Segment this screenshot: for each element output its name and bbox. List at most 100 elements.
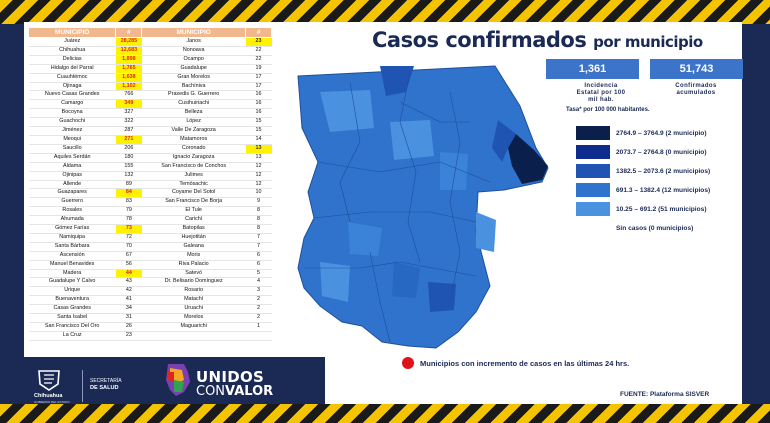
table-row: Gómez Farías 73 Batopilas 8 — [28, 224, 272, 234]
count-cell: 766 — [115, 90, 142, 101]
table-row: Ascensión 67 Moris 6 — [28, 251, 272, 261]
municipality-dark-3 — [380, 66, 414, 96]
legend-swatch — [576, 126, 610, 140]
municipio-cell: Guachochi — [28, 117, 116, 128]
count-cell: 13 — [245, 144, 272, 154]
table-row: Urique 42 Rosario 3 — [28, 286, 272, 297]
municipio-cell: Ojinipas — [28, 171, 116, 181]
count-cell: 84 — [115, 188, 142, 199]
municipio-cell: Cuauhtémoc — [28, 73, 116, 83]
count-cell: 16 — [245, 99, 272, 110]
legend-item: 691.3 – 1382.4 (12 municipios) — [576, 183, 710, 197]
legend-label: 2073.7 – 2764.8 (0 municipio) — [616, 148, 707, 156]
page-title: Casos confirmados por municipio — [372, 28, 703, 52]
table-row: Nuevo Casas Grandes 766 Praxedis G. Guerre… — [28, 90, 272, 101]
hazard-stripe-top — [0, 0, 770, 24]
count-cell: 23 — [245, 37, 272, 47]
count-cell: 22 — [245, 46, 272, 56]
count-cell: 17 — [245, 73, 272, 83]
municipio-cell: Uruachi — [141, 304, 246, 315]
municipality-mid-2 — [428, 282, 456, 312]
municipio-cell — [141, 331, 246, 341]
municipality-ojinaga — [508, 134, 548, 184]
municipio-cell: Ahumada — [28, 215, 116, 226]
table-row: Guerrero 83 San Francisco De Borja 9 — [28, 197, 272, 208]
municipio-cell: Rosales — [28, 206, 116, 217]
count-cell: 23 — [115, 331, 142, 341]
count-cell: 9 — [245, 197, 272, 208]
municipio-cell: Riva Palacio — [141, 260, 246, 270]
municipio-cell: Chihuahua — [28, 46, 116, 56]
table-row: La Cruz 23 — [28, 331, 272, 341]
municipality-light-3 — [476, 212, 496, 252]
legend-swatch — [576, 164, 610, 178]
legend-label: 691.3 – 1382.4 (12 municipios) — [616, 186, 711, 194]
count-cell: 12,683 — [115, 46, 142, 56]
municipio-cell: Praxedis G. Guerrero — [141, 90, 246, 101]
municipio-cell: Nonoava — [141, 46, 246, 56]
count-cell: 31 — [115, 313, 142, 323]
count-cell: 2 — [245, 304, 272, 315]
legend-swatch — [576, 183, 610, 197]
table-row: Juárez 28,285 Janos 23 — [28, 37, 272, 47]
count-cell: 6 — [245, 251, 272, 261]
table-row: Allende 89 Temósachic 12 — [28, 180, 272, 190]
municipio-cell: Matachí — [141, 295, 246, 306]
col-header-count-2: # — [245, 27, 272, 38]
table-row: Bocoyna 327 Belleza 16 — [28, 108, 272, 119]
unidos-con-valor-icon — [166, 364, 190, 396]
municipio-cell: Rosario — [141, 286, 246, 297]
municipio-cell: Aldama — [28, 162, 116, 172]
municipio-cell: Valle De Zaragoza — [141, 126, 246, 136]
municipio-cell: Manuel Benavides — [28, 260, 116, 270]
municipio-cell: Batopilas — [141, 224, 246, 234]
municipio-cell: Morelos — [141, 313, 246, 323]
table-row: Chihuahua 12,683 Nonoava 22 — [28, 46, 272, 56]
municipio-cell: Camargo — [28, 99, 116, 110]
count-cell: 28,285 — [115, 37, 142, 47]
table-row: Santa Isabel 31 Morelos 2 — [28, 313, 272, 323]
municipality-dark-2 — [492, 120, 516, 162]
table-row: Buenaventura 41 Matachí 2 — [28, 295, 272, 306]
municipio-cell: Belleza — [141, 108, 246, 119]
count-cell: 5 — [245, 269, 272, 279]
table-row: Ojinipas 132 Julimes 12 — [28, 171, 272, 181]
hazard-stripe-bottom — [0, 404, 770, 423]
municipio-cell: Guadalupe Y Calvo — [28, 277, 116, 288]
municipio-cell: Moris — [141, 251, 246, 261]
confirmed-label: Confirmados acumulados — [675, 83, 717, 96]
municipio-cell: Ojinaga — [28, 82, 116, 92]
municipio-cell: Bachíniva — [141, 82, 246, 92]
increment-note: Municipios con incremento de casos en la… — [402, 357, 629, 369]
count-cell: 8 — [245, 215, 272, 226]
count-cell: 12 — [245, 171, 272, 181]
count-cell: 349 — [115, 99, 142, 110]
municipio-cell: Janos — [141, 37, 246, 47]
legend-label: 1382.5 – 2073.6 (2 municipios) — [616, 167, 711, 175]
municipality-mid-1 — [440, 152, 468, 190]
table-row: Aquiles Serdán 180 Ignacio Zaragoza 13 — [28, 153, 272, 163]
count-cell: 79 — [115, 206, 142, 217]
municipio-cell: Nuevo Casas Grandes — [28, 90, 116, 101]
count-cell: 56 — [115, 260, 142, 270]
count-cell: 73 — [115, 224, 142, 234]
legend-label: 2764.9 – 3764.9 (2 municipio) — [616, 129, 707, 137]
municipio-cell: Namiquipa — [28, 233, 116, 243]
legend-item: 2764.9 – 3764.9 (2 municipio) — [576, 126, 707, 140]
unidos-text: UNIDOS — [196, 368, 265, 386]
count-cell: 19 — [245, 64, 272, 74]
municipio-cell: Aquiles Serdán — [28, 153, 116, 163]
table-row: Aldama 155 San Francisco de Conchos 12 — [28, 162, 272, 172]
count-cell: 132 — [115, 171, 142, 181]
count-cell: 72 — [115, 233, 142, 243]
count-cell: 70 — [115, 242, 142, 252]
count-cell: 155 — [115, 162, 142, 172]
municipio-cell: Saucillo — [28, 144, 116, 154]
municipio-cell: Hidalgo del Parral — [28, 64, 116, 74]
table-row: Jiménez 287 Valle De Zaragoza 15 — [28, 126, 272, 136]
count-cell: 34 — [115, 304, 142, 315]
count-cell: 2 — [245, 295, 272, 306]
municipality-mid-4 — [392, 262, 420, 298]
table-row: Manuel Benavides 56 Riva Palacio 6 — [28, 260, 272, 270]
count-cell: 12 — [245, 180, 272, 190]
